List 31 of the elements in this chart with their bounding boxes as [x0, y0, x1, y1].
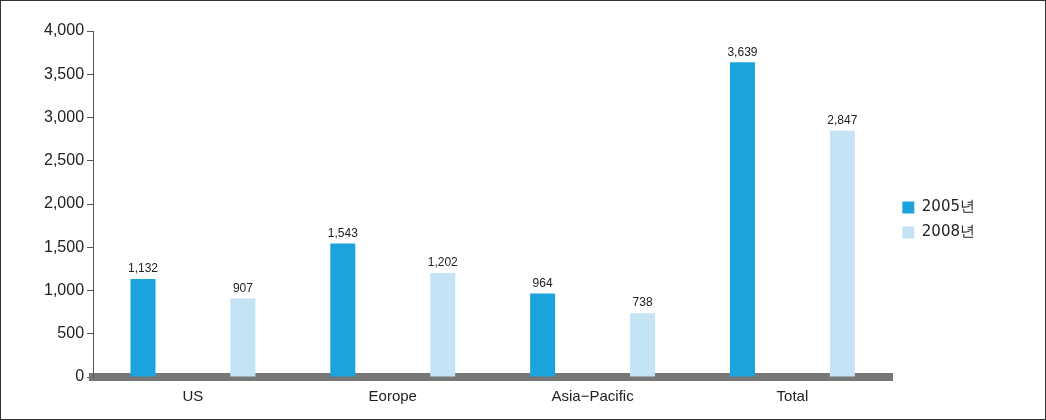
y-tick-label: 1,500 [43, 237, 85, 255]
y-tick-label: 4,000 [43, 21, 85, 39]
bar [430, 273, 456, 377]
x-tick-label: Eorope [368, 387, 417, 405]
y-tick-label: 3,500 [43, 64, 85, 82]
y-tick-label: 2,000 [43, 194, 85, 212]
bar [330, 243, 356, 377]
x-tick-label: Total [776, 387, 809, 405]
legend-label: 2005년 [921, 197, 976, 216]
data-label: 738 [632, 295, 653, 310]
legend-label: 2008년 [921, 222, 976, 241]
bar [829, 130, 855, 377]
data-label: 2,847 [827, 113, 858, 128]
x-tick-label: US [182, 387, 204, 405]
x-tick-label: Asia−Pacific [551, 387, 635, 405]
bar [130, 279, 156, 377]
y-tick-label: 500 [57, 324, 85, 342]
data-label: 1,543 [327, 225, 359, 240]
y-tick-label: 1,000 [43, 280, 85, 298]
data-label: 3,639 [727, 44, 758, 59]
y-tick-label: 3,000 [43, 107, 85, 125]
data-label: 1,202 [427, 255, 459, 270]
bar [630, 313, 656, 377]
y-tick-label: 2,500 [43, 151, 85, 169]
bar [230, 298, 256, 377]
data-label: 1,132 [127, 261, 159, 276]
bar [729, 62, 755, 377]
y-tick-label: 0 [75, 367, 85, 385]
data-label: 907 [232, 280, 254, 295]
bar [530, 293, 556, 377]
data-label: 964 [532, 275, 553, 290]
